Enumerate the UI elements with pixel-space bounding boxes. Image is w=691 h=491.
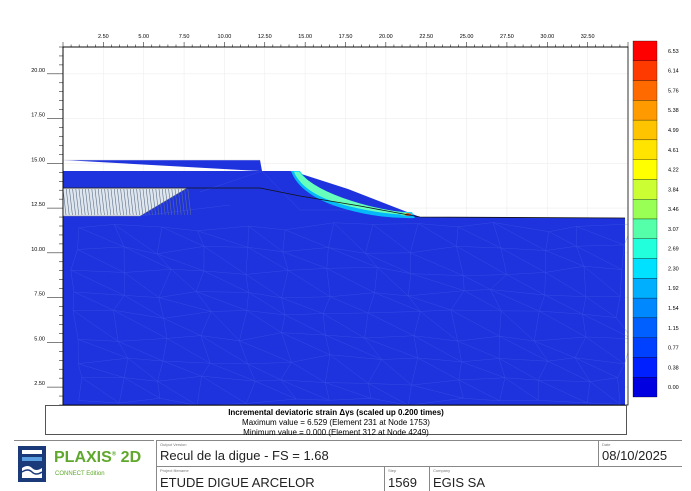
legend-swatch: [632, 297, 658, 319]
legend-value: 0.77: [668, 346, 679, 352]
legend-value: 2.69: [668, 247, 679, 253]
plaxis-logo-icon: [18, 446, 46, 482]
brand-2d: 2D: [120, 449, 142, 466]
x-tick-label: 25.00: [460, 34, 474, 40]
legend-value: 1.54: [668, 306, 679, 312]
legend-value: 4.22: [668, 168, 679, 174]
legend-value: 0.00: [668, 385, 679, 391]
water-hatch: [63, 188, 192, 216]
x-tick-label: 5.00: [138, 34, 149, 40]
x-tick-label: 10.00: [218, 34, 232, 40]
step-cell: Step 1569: [384, 466, 429, 491]
legend-value: 2.30: [668, 266, 679, 272]
legend-swatch: [632, 357, 658, 378]
legend-value: 1.15: [668, 326, 679, 332]
y-tick-label: 20.00: [31, 68, 45, 74]
legend-value: 3.84: [668, 187, 679, 193]
x-tick-label: 17.50: [339, 34, 353, 40]
company-caption: Company: [433, 468, 451, 473]
legend-value: 5.76: [668, 88, 679, 94]
project-cell: Project filename ETUDE DIGUE ARCELOR: [156, 466, 384, 491]
brand-edition: CONNECT Edition: [55, 471, 105, 477]
step-caption: Step: [388, 468, 397, 473]
x-tick-label: 22.50: [419, 34, 433, 40]
output-caption: Output Version: [160, 442, 187, 447]
legend-swatch: [632, 377, 658, 398]
project-value: ETUDE DIGUE ARCELOR: [160, 475, 315, 490]
date-caption: Date: [602, 442, 611, 447]
shear-band-mid: [294, 172, 410, 215]
legend-value: 4.99: [668, 128, 679, 134]
date-cell: Date 08/10/2025: [598, 440, 682, 466]
legend-value: 6.53: [668, 49, 679, 55]
logo-cell: PLAXIS® 2D CONNECT Edition: [14, 440, 154, 491]
result-title: Incremental deviatoric strain Δγs (scale…: [228, 408, 444, 417]
legend-value: 5.38: [668, 108, 679, 114]
mesh-lines: [70, 170, 628, 405]
phreatic-line: [63, 187, 626, 219]
x-tick-label: 2.50: [98, 34, 109, 40]
color-legend: 6.53 6.14 5.76 5.38 4.99 4.61 4.22 3.84 3.46 3.07…: [632, 40, 679, 398]
x-tick-label: 12.50: [258, 34, 272, 40]
y-tick-label: 12.50: [31, 202, 45, 208]
legend-swatch: [632, 60, 658, 81]
y-tick-label: 15.00: [31, 157, 45, 163]
date-value: 08/10/2025: [602, 448, 668, 463]
y-tick-label: 5.00: [34, 336, 45, 342]
legend-swatch: [632, 278, 658, 299]
result-summary: Incremental deviatoric strain Δγs (scale…: [45, 405, 627, 437]
legend-value: 4.61: [668, 148, 679, 154]
soil-dike: [63, 171, 625, 405]
x-tick-label: 7.50: [179, 34, 190, 40]
legend-swatch: [632, 317, 658, 338]
output-cell: Output Version Recul de la digue - FS = …: [156, 440, 598, 466]
legend-swatch: [632, 218, 658, 239]
x-tick-label: 32.50: [581, 34, 595, 40]
y-tick-label: 10.00: [31, 247, 45, 253]
output-title: Recul de la digue - FS = 1.68: [160, 448, 329, 463]
legend-swatch: [632, 258, 658, 279]
title-block: PLAXIS® 2D CONNECT Edition Output Versio…: [14, 440, 682, 491]
y-axis: 20.00 17.50 15.00 12.50 10.00 7.50 5.00 2.50: [31, 46, 64, 406]
legend-swatch: [632, 119, 658, 141]
legend-swatch: [632, 199, 658, 220]
x-tick-label: 20.00: [379, 34, 393, 40]
legend-swatch: [632, 80, 658, 101]
x-tick-label: 27.50: [500, 34, 514, 40]
y-tick-label: 17.50: [31, 113, 45, 119]
project-caption: Project filename: [160, 468, 189, 473]
x-tick-label: 15.00: [298, 34, 312, 40]
result-max: Maximum value = 6.529 (Element 231 at No…: [242, 418, 430, 427]
legend-value: 6.14: [668, 69, 679, 75]
legend-swatch: [632, 139, 658, 160]
legend-value: 3.07: [668, 227, 679, 233]
legend-swatch: [632, 40, 658, 61]
y-tick-label: 2.50: [34, 381, 45, 387]
x-axis: 2.50 5.00 7.50 10.00 12.50 15.00 17.50 20.00 22.…: [62, 34, 629, 48]
legend-value: 1.92: [668, 286, 679, 292]
result-min: Minimum value = 0.000 (Element 312 at No…: [243, 428, 429, 437]
y-tick-label: 7.50: [34, 292, 45, 298]
legend-swatch: [632, 159, 658, 180]
brand-reg: ®: [111, 451, 117, 458]
legend-swatch: [632, 238, 658, 259]
x-tick-label: 30.00: [540, 34, 554, 40]
legend-value: 3.46: [668, 207, 679, 213]
legend-value: 0.38: [668, 365, 679, 371]
legend-swatch: [632, 100, 658, 121]
company-value: EGIS SA: [433, 475, 486, 490]
company-cell: Company EGIS SA: [429, 466, 682, 491]
step-value: 1569: [388, 475, 417, 490]
legend-swatch: [632, 179, 658, 200]
legend-swatch: [632, 337, 658, 358]
brand-name: PLAXIS: [54, 449, 112, 466]
